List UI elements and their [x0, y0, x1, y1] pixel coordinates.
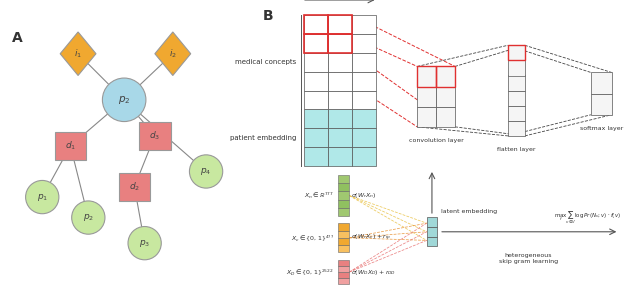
- Text: $\max_f \sum_{v \in V}^{} \log Pr(N_v; v) \cdot f(v)$: $\max_f \sum_{v \in V}^{} \log Pr(N_v; v…: [554, 208, 621, 226]
- Bar: [352, 147, 376, 166]
- Bar: [508, 60, 525, 76]
- Bar: [338, 208, 349, 216]
- Text: softmax layer: softmax layer: [580, 126, 623, 131]
- Bar: [508, 76, 525, 91]
- Bar: [352, 34, 376, 53]
- Text: flatten layer: flatten layer: [497, 147, 536, 152]
- Bar: [304, 34, 328, 53]
- Text: $p_2$: $p_2$: [83, 212, 94, 223]
- Bar: [304, 147, 328, 166]
- Bar: [304, 110, 328, 128]
- Bar: [338, 231, 349, 238]
- Text: $p_3$: $p_3$: [139, 238, 150, 249]
- Polygon shape: [60, 32, 96, 76]
- Text: convolution layer: convolution layer: [409, 138, 463, 143]
- Circle shape: [102, 78, 146, 122]
- Bar: [338, 272, 349, 278]
- Text: patient embedding: patient embedding: [230, 135, 296, 141]
- Bar: [352, 53, 376, 72]
- Text: $p_1$: $p_1$: [36, 191, 48, 203]
- Text: latent embedding: latent embedding: [441, 209, 497, 214]
- Bar: [304, 34, 328, 53]
- Bar: [328, 53, 352, 72]
- Bar: [338, 238, 349, 245]
- Bar: [328, 15, 352, 34]
- Polygon shape: [155, 32, 191, 76]
- Bar: [328, 91, 352, 110]
- Bar: [427, 217, 437, 227]
- Bar: [328, 15, 352, 34]
- Bar: [508, 106, 525, 121]
- Bar: [338, 191, 349, 200]
- Bar: [328, 128, 352, 147]
- Text: $i_1$: $i_1$: [74, 47, 82, 60]
- Text: $\sigma(W_r X_c)+r_{rp}$: $\sigma(W_r X_c)+r_{rp}$: [351, 233, 392, 243]
- Text: B: B: [262, 9, 273, 23]
- Text: $d_3$: $d_3$: [149, 129, 161, 142]
- Text: A: A: [12, 31, 22, 45]
- Text: medical concepts: medical concepts: [235, 59, 296, 65]
- Text: heterogeneous
skip gram learning: heterogeneous skip gram learning: [499, 253, 558, 264]
- Bar: [338, 200, 349, 208]
- Bar: [508, 121, 525, 136]
- Text: $p_4$: $p_4$: [200, 166, 212, 177]
- Bar: [417, 66, 436, 87]
- Text: $X_c \in \{0,1\}^{4??}$: $X_c \in \{0,1\}^{4??}$: [291, 233, 334, 243]
- Text: $\sigma(W_r X_n)$: $\sigma(W_r X_n)$: [351, 191, 377, 200]
- Bar: [417, 107, 436, 127]
- Bar: [304, 15, 328, 34]
- Bar: [338, 175, 349, 183]
- Bar: [139, 122, 171, 150]
- Text: $d_1$: $d_1$: [65, 140, 76, 152]
- Bar: [304, 72, 328, 91]
- Bar: [338, 183, 349, 191]
- Text: $p_2$: $p_2$: [118, 94, 131, 106]
- Bar: [328, 34, 352, 53]
- Bar: [328, 110, 352, 128]
- Bar: [352, 91, 376, 110]
- Circle shape: [189, 155, 223, 188]
- Bar: [591, 94, 612, 115]
- Bar: [338, 266, 349, 272]
- Circle shape: [72, 201, 105, 234]
- Bar: [352, 128, 376, 147]
- Text: $X_n \in \mathbb{R}^{777}$: $X_n \in \mathbb{R}^{777}$: [305, 191, 334, 201]
- Bar: [304, 128, 328, 147]
- Text: $\sigma(W_D X_D)+r_{DD}$: $\sigma(W_D X_D)+r_{DD}$: [351, 268, 396, 277]
- Bar: [54, 132, 86, 160]
- Bar: [508, 45, 525, 60]
- Bar: [304, 15, 328, 34]
- Bar: [436, 66, 455, 87]
- Bar: [508, 91, 525, 106]
- Bar: [338, 278, 349, 284]
- Bar: [118, 173, 150, 201]
- Circle shape: [128, 226, 161, 260]
- Bar: [328, 34, 352, 53]
- Bar: [436, 66, 455, 87]
- Text: $X_D \in \{0,1\}^{2522}$: $X_D \in \{0,1\}^{2522}$: [286, 267, 334, 277]
- Bar: [328, 72, 352, 91]
- Circle shape: [26, 180, 59, 214]
- Bar: [436, 107, 455, 127]
- Bar: [352, 15, 376, 34]
- Bar: [417, 66, 436, 87]
- Bar: [304, 91, 328, 110]
- Bar: [352, 110, 376, 128]
- Bar: [338, 223, 349, 231]
- Bar: [436, 87, 455, 107]
- Bar: [328, 147, 352, 166]
- Bar: [352, 72, 376, 91]
- Text: $i_2$: $i_2$: [169, 47, 177, 60]
- Bar: [427, 236, 437, 246]
- Bar: [304, 53, 328, 72]
- Bar: [417, 87, 436, 107]
- Bar: [338, 260, 349, 266]
- Text: $d_2$: $d_2$: [129, 181, 140, 193]
- Bar: [338, 245, 349, 252]
- Bar: [427, 227, 437, 236]
- Bar: [508, 45, 525, 60]
- Bar: [591, 72, 612, 94]
